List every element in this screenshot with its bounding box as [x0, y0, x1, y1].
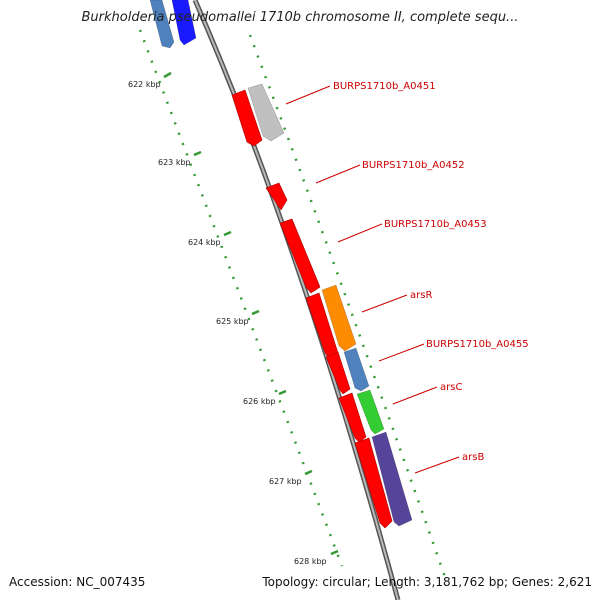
- gene-arsR[interactable]: [321, 284, 357, 352]
- ruler-tick-label: 628 kbp: [294, 557, 327, 566]
- gene-BURPS1710b_A0452[interactable]: [265, 182, 288, 211]
- ruler-tick-label: 622 kbp: [128, 80, 161, 89]
- gene-label-leader: [378, 343, 425, 362]
- gene-label: BURPS1710b_A0452: [362, 160, 465, 171]
- gene-arrow[interactable]: [325, 351, 351, 395]
- gene-label-leader: [392, 386, 438, 405]
- gene-label-leader: [315, 164, 361, 184]
- gene-label-leader: [285, 85, 331, 105]
- gene-label: BURPS1710b_A0451: [333, 81, 436, 92]
- ruler-tick-label: 625 kbp: [216, 317, 249, 326]
- outer-dotted-track: [138, 29, 344, 567]
- gene-label: BURPS1710b_A0453: [384, 219, 487, 230]
- gene-BURPS1710b_A0451[interactable]: [247, 83, 285, 142]
- inner-dotted-track: [248, 34, 448, 581]
- gene-arrow[interactable]: [171, 0, 197, 46]
- gene-arsB[interactable]: [371, 431, 413, 527]
- gene-arrow[interactable]: [231, 89, 263, 147]
- ruler-tick: [251, 309, 260, 316]
- ruler-tick-label: 623 kbp: [158, 158, 191, 167]
- gene-arrow[interactable]: [338, 392, 367, 443]
- ruler-tick: [223, 230, 232, 237]
- accession-text: Accession: NC_007435: [9, 575, 146, 589]
- ruler-tick: [278, 389, 287, 396]
- ruler-tick-label: 624 kbp: [188, 238, 221, 247]
- ruler-tick: [330, 549, 339, 556]
- gene-label: arsR: [410, 290, 432, 301]
- gene-arrow[interactable]: [354, 437, 393, 529]
- summary-text: Topology: circular; Length: 3,181,762 bp…: [262, 575, 592, 589]
- gene-label-leader: [337, 223, 383, 243]
- gene-BURPS1710b_A0455[interactable]: [343, 347, 370, 392]
- gene-label: arsC: [440, 382, 462, 393]
- gene-label-leader: [361, 294, 408, 313]
- map-title: Burkholderia pseudomallei 1710b chromoso…: [81, 10, 519, 25]
- ruler-tick-label: 626 kbp: [243, 397, 276, 406]
- gene-arrow[interactable]: [149, 0, 175, 49]
- gene-label-leader: [414, 456, 460, 474]
- ruler-tick: [304, 469, 313, 476]
- gene-BURPS1710b_A0453[interactable]: [279, 218, 321, 294]
- ruler-tick: [163, 71, 172, 79]
- gene-label: arsB: [462, 452, 484, 463]
- gene-arsC[interactable]: [356, 389, 385, 435]
- gene-label: BURPS1710b_A0455: [426, 339, 529, 350]
- ruler-tick-label: 627 kbp: [269, 477, 302, 486]
- ruler-tick: [193, 150, 202, 157]
